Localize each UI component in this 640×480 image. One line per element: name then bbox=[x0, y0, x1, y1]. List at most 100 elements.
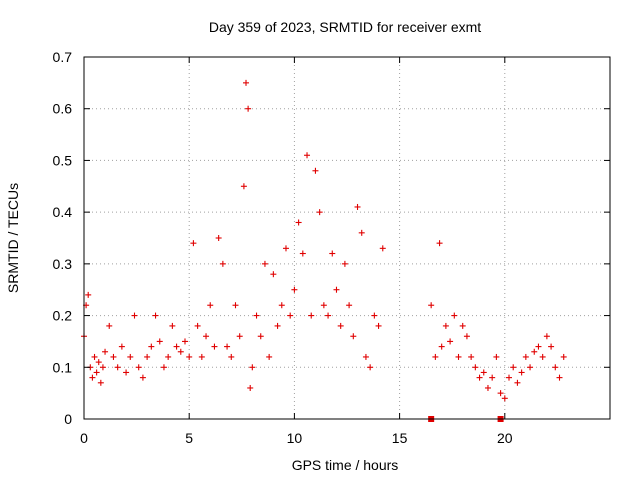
data-point bbox=[282, 245, 289, 252]
data-point bbox=[337, 322, 344, 329]
data-point bbox=[102, 348, 109, 355]
data-point bbox=[379, 245, 386, 252]
data-point bbox=[472, 364, 479, 371]
data-point bbox=[169, 322, 176, 329]
data-point bbox=[114, 364, 121, 371]
data-point bbox=[224, 343, 231, 350]
data-points bbox=[81, 79, 567, 402]
data-point bbox=[215, 235, 222, 241]
data-point bbox=[291, 286, 298, 293]
data-point bbox=[266, 353, 273, 360]
data-point bbox=[480, 369, 487, 376]
data-point bbox=[358, 229, 365, 236]
data-point bbox=[228, 353, 235, 360]
x-tick-label: 10 bbox=[287, 430, 303, 446]
data-point bbox=[489, 374, 496, 381]
data-point bbox=[316, 209, 323, 216]
y-axis-label: SRMTID / TECUs bbox=[5, 183, 21, 293]
data-point bbox=[287, 312, 294, 319]
y-tick-label: 0 bbox=[64, 411, 72, 427]
data-point bbox=[139, 374, 146, 381]
data-point bbox=[253, 312, 260, 319]
data-point bbox=[484, 384, 491, 391]
data-point bbox=[152, 312, 159, 319]
data-point bbox=[493, 353, 500, 360]
data-point bbox=[89, 374, 96, 381]
data-point bbox=[371, 312, 378, 319]
data-point bbox=[455, 353, 462, 360]
y-tick-label: 0.3 bbox=[53, 256, 73, 272]
x-tick-label: 5 bbox=[185, 430, 193, 446]
data-point bbox=[160, 364, 167, 371]
x-tick-label: 0 bbox=[80, 430, 88, 446]
data-point bbox=[295, 219, 302, 226]
data-point bbox=[548, 343, 555, 350]
data-point bbox=[560, 353, 567, 360]
data-point bbox=[232, 302, 239, 309]
data-point bbox=[203, 333, 210, 340]
data-point bbox=[438, 343, 445, 350]
data-point bbox=[442, 322, 449, 329]
data-point bbox=[144, 353, 151, 360]
y-axis-ticks: 0 0.1 0.2 0.3 0.4 0.5 0.6 0.7 bbox=[53, 49, 610, 427]
data-point bbox=[497, 390, 504, 397]
x-axis-label: GPS time / hours bbox=[292, 457, 399, 473]
data-point bbox=[219, 260, 226, 267]
data-point bbox=[304, 152, 311, 159]
data-point bbox=[211, 343, 218, 350]
plot-frame bbox=[83, 56, 611, 420]
data-point bbox=[518, 369, 525, 376]
data-point bbox=[173, 343, 180, 350]
y-tick-label: 0.7 bbox=[53, 49, 73, 65]
data-point bbox=[148, 343, 155, 350]
data-point bbox=[501, 395, 508, 402]
data-point bbox=[527, 364, 534, 371]
data-point bbox=[367, 364, 374, 371]
data-point bbox=[556, 374, 563, 381]
data-point bbox=[432, 353, 439, 360]
grid-lines bbox=[84, 57, 610, 419]
data-point bbox=[257, 333, 264, 340]
data-point bbox=[350, 333, 357, 340]
data-point bbox=[299, 250, 306, 257]
data-point bbox=[341, 260, 348, 267]
data-point bbox=[510, 364, 517, 371]
data-point bbox=[468, 353, 475, 360]
data-point bbox=[131, 312, 138, 319]
data-point bbox=[451, 312, 458, 319]
data-point bbox=[320, 302, 327, 309]
data-point bbox=[329, 250, 336, 257]
y-tick-label: 0.2 bbox=[53, 308, 73, 324]
data-point bbox=[514, 379, 521, 386]
data-point bbox=[531, 348, 538, 355]
data-point bbox=[93, 369, 100, 376]
data-point bbox=[362, 353, 369, 360]
data-point bbox=[325, 312, 332, 319]
x-tick-label: 20 bbox=[497, 430, 513, 446]
data-point bbox=[245, 105, 252, 112]
y-tick-label: 0.1 bbox=[53, 359, 73, 375]
data-point bbox=[261, 260, 268, 267]
data-point bbox=[110, 353, 117, 360]
data-point bbox=[506, 374, 513, 381]
data-point bbox=[190, 240, 197, 247]
data-point bbox=[123, 369, 130, 376]
data-point bbox=[194, 322, 201, 329]
data-point bbox=[95, 359, 102, 366]
data-point bbox=[85, 291, 92, 298]
data-point bbox=[552, 364, 559, 371]
data-point bbox=[207, 302, 214, 309]
data-point bbox=[375, 322, 382, 329]
data-point bbox=[240, 183, 247, 190]
x-axis-ticks: 0 5 10 15 20 bbox=[80, 57, 513, 446]
data-point bbox=[181, 338, 188, 345]
data-point bbox=[156, 338, 163, 345]
data-point bbox=[106, 322, 113, 329]
data-point bbox=[243, 79, 250, 86]
data-point bbox=[186, 353, 193, 360]
data-point bbox=[198, 353, 205, 360]
data-point bbox=[346, 302, 353, 309]
data-point bbox=[247, 384, 254, 391]
data-point bbox=[535, 343, 542, 350]
data-point bbox=[91, 353, 98, 360]
